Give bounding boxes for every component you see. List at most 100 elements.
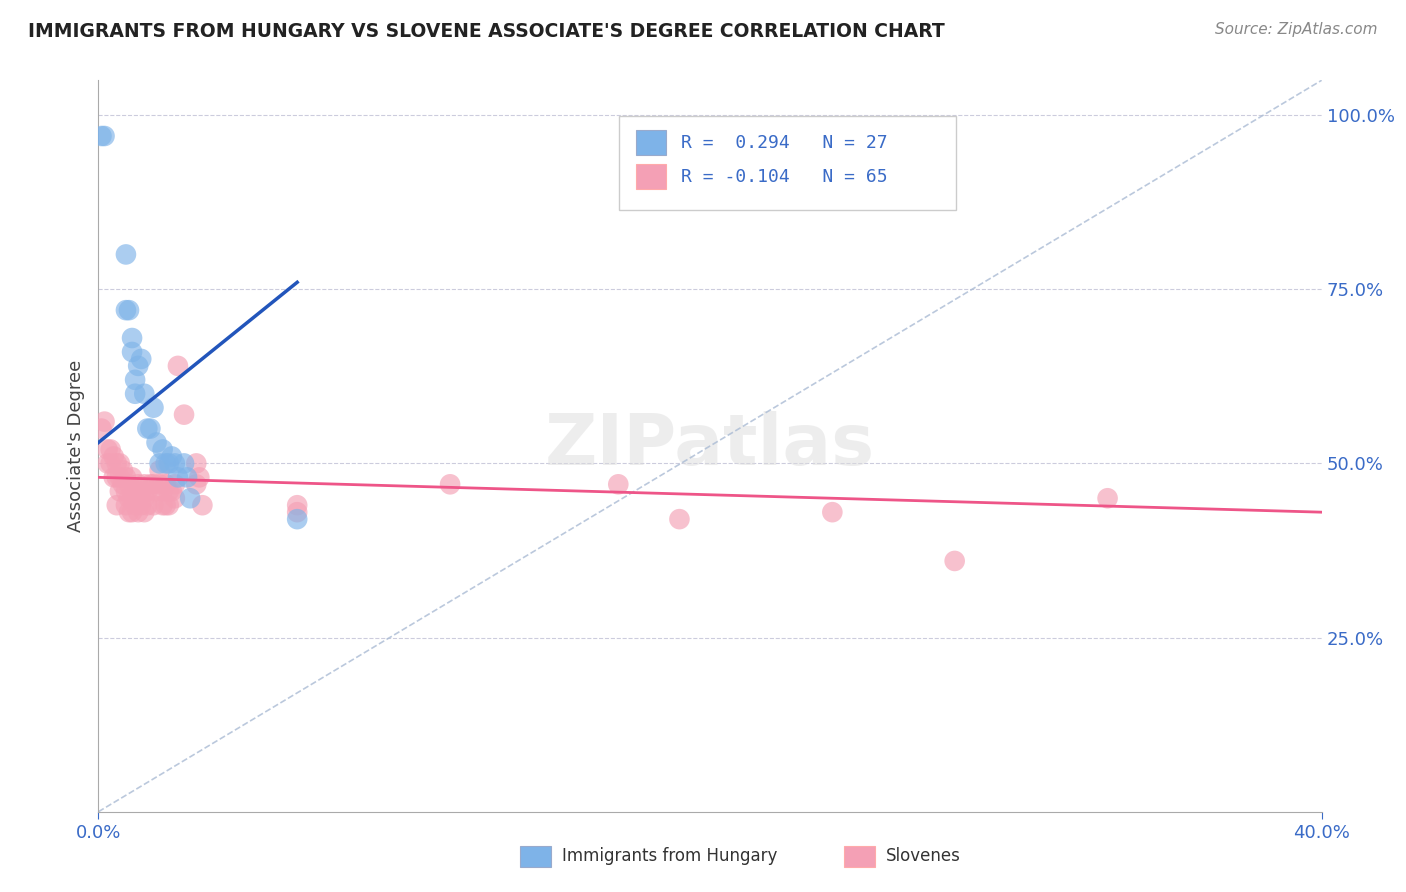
Point (118, 303, 141, 318)
Point (155, 477, 177, 491)
Point (129, 484, 152, 499)
Point (136, 484, 159, 499)
Point (108, 470, 131, 484)
Point (105, 470, 128, 484)
Point (157, 498, 180, 512)
Point (121, 491, 143, 506)
Point (129, 498, 152, 512)
Point (145, 484, 167, 499)
Point (136, 498, 159, 512)
Point (173, 457, 195, 471)
Text: Source: ZipAtlas.com: Source: ZipAtlas.com (1215, 22, 1378, 37)
Point (188, 470, 211, 484)
Point (121, 331, 143, 345)
Point (149, 477, 172, 491)
Point (111, 477, 134, 491)
Point (163, 477, 186, 491)
Point (115, 303, 138, 318)
Point (152, 484, 174, 499)
Point (100, 442, 122, 457)
Point (152, 442, 174, 457)
Point (155, 498, 177, 512)
Point (142, 477, 165, 491)
Point (439, 477, 461, 491)
Point (115, 498, 138, 512)
Point (115, 470, 138, 484)
Point (121, 505, 143, 519)
Point (127, 477, 149, 491)
Point (191, 498, 214, 512)
Point (134, 386, 156, 401)
Point (136, 421, 159, 435)
Point (97, 457, 120, 471)
Point (186, 477, 208, 491)
Point (179, 491, 201, 506)
Point (108, 457, 131, 471)
Point (142, 401, 165, 415)
Point (105, 457, 128, 471)
Point (105, 498, 128, 512)
Point (118, 477, 141, 491)
Point (607, 477, 630, 491)
Point (943, 554, 966, 568)
Point (163, 491, 186, 506)
Point (124, 484, 146, 499)
Y-axis label: Associate's Degree: Associate's Degree (66, 359, 84, 533)
Point (118, 505, 141, 519)
Point (121, 470, 143, 484)
Point (176, 470, 198, 484)
Point (103, 470, 125, 484)
Point (134, 477, 156, 491)
Point (129, 351, 152, 366)
Point (1097, 491, 1119, 506)
Point (139, 421, 162, 435)
Text: R = -0.104   N = 65: R = -0.104 N = 65 (681, 168, 887, 186)
Point (167, 359, 190, 373)
Point (124, 498, 146, 512)
Point (111, 463, 134, 477)
Point (121, 345, 143, 359)
Text: IMMIGRANTS FROM HUNGARY VS SLOVENE ASSOCIATE'S DEGREE CORRELATION CHART: IMMIGRANTS FROM HUNGARY VS SLOVENE ASSOC… (28, 22, 945, 41)
Point (160, 484, 183, 499)
Point (186, 457, 208, 471)
Point (173, 408, 195, 422)
Point (90, 421, 112, 435)
Point (115, 484, 138, 499)
Point (108, 484, 131, 499)
Point (285, 512, 308, 526)
Text: Slovenes: Slovenes (886, 847, 960, 865)
Point (668, 512, 690, 526)
Point (157, 457, 180, 471)
Text: R =  0.294   N = 27: R = 0.294 N = 27 (681, 134, 887, 152)
Point (152, 498, 174, 512)
Point (134, 491, 156, 506)
Text: Immigrants from Hungary: Immigrants from Hungary (562, 847, 778, 865)
Point (285, 505, 308, 519)
Point (821, 505, 844, 519)
Text: ZIPatlas: ZIPatlas (546, 411, 875, 481)
Point (124, 386, 146, 401)
Point (127, 505, 149, 519)
Point (93, 128, 115, 143)
Point (93, 415, 115, 429)
Point (90, 128, 112, 143)
Point (149, 463, 172, 477)
Point (103, 450, 125, 464)
Point (127, 359, 149, 373)
Point (160, 450, 183, 464)
Point (139, 477, 162, 491)
Point (118, 491, 141, 506)
Point (97, 442, 120, 457)
Point (100, 457, 122, 471)
Point (167, 470, 190, 484)
Point (149, 457, 172, 471)
Point (127, 491, 149, 506)
Point (163, 457, 186, 471)
Point (115, 247, 138, 261)
Point (134, 505, 156, 519)
Point (124, 373, 146, 387)
Point (145, 435, 167, 450)
Point (142, 498, 165, 512)
Point (157, 484, 180, 499)
Point (285, 498, 308, 512)
